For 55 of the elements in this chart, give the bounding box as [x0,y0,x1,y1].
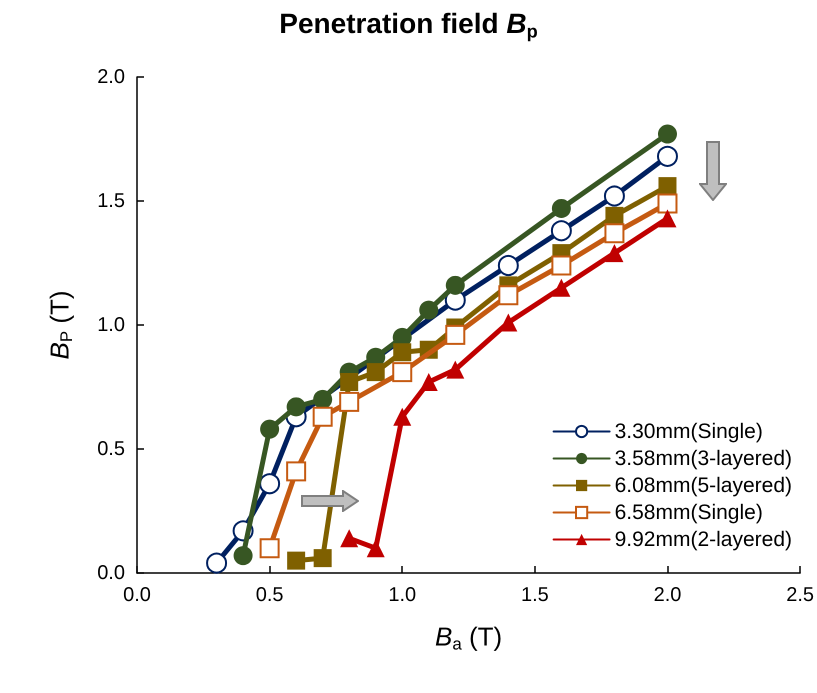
point [287,552,306,570]
point [498,285,518,306]
point [393,343,412,362]
x-tick-label: 2.5 [786,584,814,606]
point [286,397,306,416]
point [392,362,412,382]
point [550,220,572,242]
legend-label: 6.58mm(Single) [614,501,763,524]
point [605,244,624,262]
point [446,360,464,379]
y-tick-label: 0.0 [97,562,125,584]
point [446,276,465,295]
point [340,529,358,548]
point [604,223,624,244]
point [658,177,676,196]
y-tick-label: 2.0 [97,66,125,88]
y-tick-label: 1.0 [97,314,125,336]
point [286,461,306,482]
y-axis-title: BP (T) [44,290,76,360]
point [657,193,678,214]
point [498,254,519,276]
x-tick-label: 0.0 [123,584,151,606]
legend-label: 3.58mm(3-layered) [614,447,792,470]
point [366,539,385,558]
point [260,420,280,439]
point [552,278,570,297]
point [313,390,332,409]
point [314,549,332,568]
x-tick-label: 2.0 [654,584,682,606]
point [260,538,280,558]
x-tick-label: 0.5 [256,584,284,606]
x-tick-label: 1.5 [520,584,549,606]
point [259,473,280,494]
point [366,363,385,382]
y-tick-label: 1.5 [97,190,125,212]
point [339,392,360,412]
legend-label: 9.92mm(2-layered) [614,528,792,551]
point [657,146,678,167]
legend-label: 6.08mm(5-layered) [614,474,792,497]
point [445,324,466,345]
legend-label: 3.30mm(Single) [614,420,763,443]
point [234,546,253,566]
point [551,255,572,276]
x-tick-label: 1.0 [388,584,416,606]
y-tick-label: 0.5 [97,438,125,460]
point [552,198,571,218]
point [658,209,676,228]
point [604,186,625,207]
point [206,552,228,574]
point [312,406,333,427]
point [340,373,358,392]
point [419,300,438,320]
point [420,373,438,392]
point [393,408,412,426]
point [658,124,677,144]
